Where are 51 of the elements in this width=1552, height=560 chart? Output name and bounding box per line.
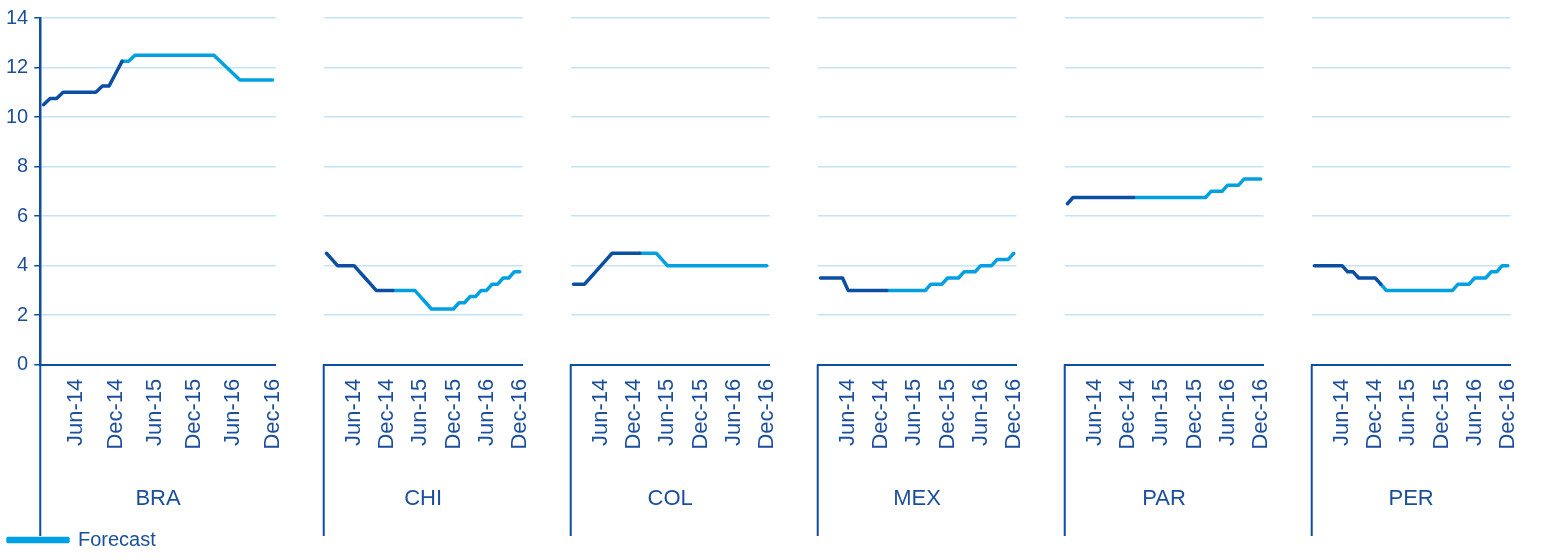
x-tick-label: Jun-14 <box>62 378 88 446</box>
x-tick-label: Jun-15 <box>653 378 679 446</box>
x-tick-label: Dec-16 <box>258 378 284 450</box>
x-tick-label: Jun-16 <box>219 378 245 446</box>
x-tick-label: Dec-15 <box>686 378 712 450</box>
x-tick-label: Jun-14 <box>587 378 613 446</box>
legend-label: Forecast <box>78 527 157 550</box>
x-tick-label: Dec-14 <box>867 378 893 450</box>
x-tick-label: Dec-15 <box>1180 378 1206 450</box>
x-tick-label: Dec-14 <box>101 378 127 450</box>
x-tick-label: Jun-14 <box>340 378 366 446</box>
x-tick-label: Dec-16 <box>505 378 531 450</box>
y-tick-label: 14 <box>6 5 29 28</box>
x-tick-label: Jun-15 <box>1394 378 1420 446</box>
y-tick-label: 4 <box>17 253 29 276</box>
x-tick-label: Jun-15 <box>1147 378 1173 446</box>
x-tick-label: Dec-15 <box>439 378 465 450</box>
x-tick-label: Dec-16 <box>999 378 1025 450</box>
x-tick-label: Dec-15 <box>1427 378 1453 450</box>
x-tick-label: Jun-16 <box>966 378 992 446</box>
x-tick-label: Jun-16 <box>719 378 745 446</box>
x-tick-label: Dec-15 <box>933 378 959 450</box>
x-tick-label: Dec-16 <box>1246 378 1272 450</box>
x-tick-label: Dec-14 <box>1114 378 1140 450</box>
x-tick-label: Jun-15 <box>900 378 926 446</box>
x-tick-label: Dec-14 <box>1361 378 1387 450</box>
y-tick-label: 12 <box>6 55 29 78</box>
x-tick-label: Jun-15 <box>406 378 432 446</box>
x-tick-label: Dec-15 <box>180 378 206 450</box>
x-axis-title: BRA <box>135 484 181 510</box>
x-axis-title: PER <box>1388 484 1434 510</box>
x-tick-label: Dec-16 <box>752 378 778 450</box>
y-tick-label: 6 <box>17 203 29 226</box>
x-axis-title: CHI <box>404 484 443 510</box>
x-tick-label: Dec-14 <box>620 378 646 450</box>
x-tick-label: Jun-16 <box>1213 378 1239 446</box>
y-tick-label: 0 <box>17 352 29 375</box>
x-tick-label: Jun-14 <box>1328 378 1354 446</box>
y-tick-label: 10 <box>6 104 29 127</box>
y-tick-label: 2 <box>17 302 29 325</box>
x-tick-label: Jun-16 <box>472 378 498 446</box>
x-tick-label: Jun-14 <box>834 378 860 446</box>
x-axis-title: COL <box>647 484 693 510</box>
x-axis-title: PAR <box>1142 484 1186 510</box>
x-axis-title: MEX <box>893 484 942 510</box>
x-tick-label: Jun-15 <box>140 378 166 446</box>
y-tick-label: 8 <box>17 154 29 177</box>
x-tick-label: Jun-14 <box>1081 378 1107 446</box>
x-tick-label: Dec-16 <box>1493 378 1519 450</box>
x-tick-label: Dec-14 <box>373 378 399 450</box>
x-tick-label: Jun-16 <box>1460 378 1486 446</box>
